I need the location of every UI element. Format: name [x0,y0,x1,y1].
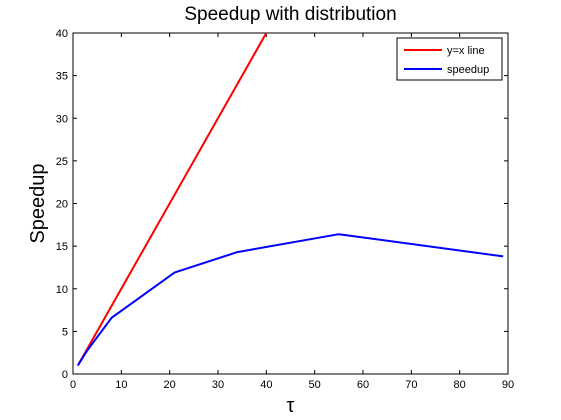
legend-label-0: y=x line [447,45,485,57]
x-tick-label: 70 [405,379,417,391]
y-tick-label: 20 [56,199,68,211]
y-tick-label: 5 [62,326,68,338]
x-tick-label: 30 [212,379,224,391]
series-line-1 [76,233,504,367]
legend-box [396,37,503,81]
x-tick-label: 0 [70,379,76,391]
x-tick-label: 10 [115,379,127,391]
x-tick-label: 90 [502,379,514,391]
series-line-0 [76,33,268,366]
x-tick-label: 80 [454,379,466,391]
y-tick-label: 10 [56,284,68,296]
x-tick-label: 40 [260,379,272,391]
x-tick-label: 50 [309,379,321,391]
x-tick-label: 60 [357,379,369,391]
x-tick-label: 20 [164,379,176,391]
plot-area [72,32,509,375]
y-tick-label: 25 [56,156,68,168]
x-axis-ticks: 0 10 20 30 40 50 60 70 80 90 [70,33,514,391]
chart-title: Speedup with distribution [184,4,396,25]
legend: y=x line speedup [396,37,503,81]
y-axis-ticks: 0 5 10 15 20 25 30 35 40 [56,28,508,381]
legend-label-1: speedup [447,64,489,76]
series-lines [76,33,504,367]
y-tick-label: 35 [56,71,68,83]
y-tick-label: 30 [56,113,68,125]
y-axis-title: Speedup [27,163,49,243]
plot-frame [72,32,509,375]
y-tick-label: 0 [62,369,68,381]
y-tick-label: 15 [56,241,68,253]
y-tick-label: 40 [56,28,68,40]
x-axis-title: τ [287,395,295,417]
